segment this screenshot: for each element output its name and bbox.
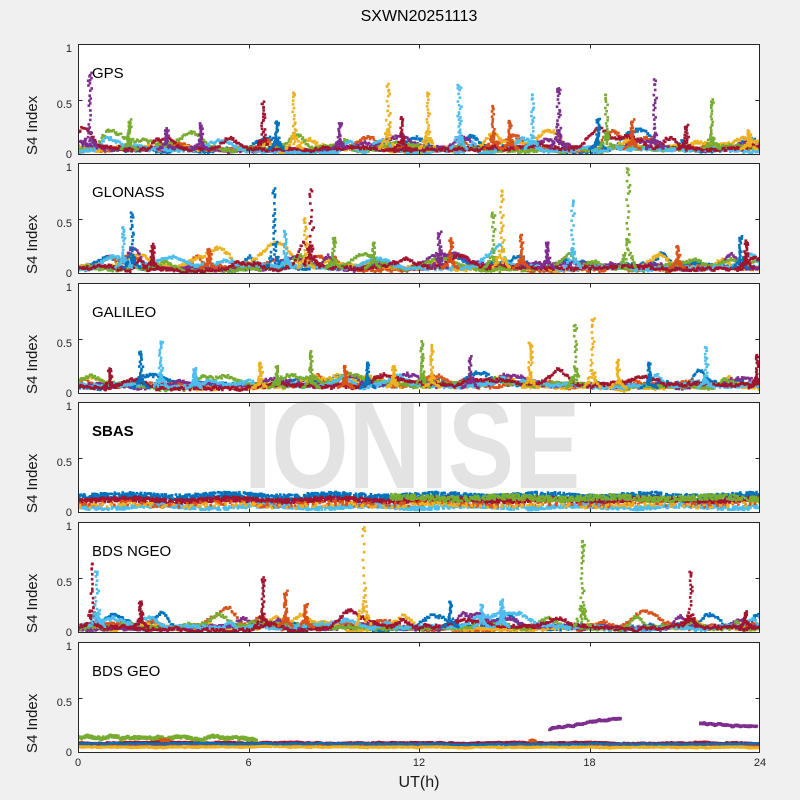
y-tick-label-sbas-1: 1	[65, 401, 72, 413]
panel-row-bds-geo: S4 Index 1 0.5 0 BDS GEO	[0, 641, 800, 759]
panel-row-gps: S4 Index 1 0.5 0 GPS	[0, 43, 800, 161]
figure-title: SXWN20251113	[360, 8, 478, 25]
panel-row-bds-ngeo: S4 Index 1 0.5 0 BDS NGEO	[0, 521, 800, 639]
x-tick-label-12: 12	[412, 757, 426, 769]
panel-sbas: SBAS	[78, 402, 760, 513]
y-tick-label-galileo-1: 1	[65, 282, 72, 294]
y-tick-label-gps-1: 1	[65, 43, 72, 55]
panel-label-sbas: SBAS	[92, 423, 134, 440]
y-tick-label-gps-0: 0	[65, 149, 72, 161]
y-tick-label-bds-geo-0: 0	[65, 747, 72, 759]
scatter-plot-bds-geo	[78, 642, 760, 753]
x-tick-label-0: 0	[74, 757, 82, 769]
panel-label-galileo: GALILEO	[92, 304, 157, 321]
x-tick-label-6: 6	[245, 757, 252, 769]
scatter-plot-sbas	[78, 402, 760, 513]
panel-glonass: GLONASS	[78, 163, 760, 274]
panel-row-galileo: S4 Index 1 0.5 0 GALILEO	[0, 282, 800, 400]
y-tick-label-bds-ngeo-0: 0	[65, 627, 72, 639]
y-tick-label-galileo-0.5: 0.5	[56, 337, 72, 350]
panel-gps: GPS	[78, 44, 760, 155]
y-tick-label-galileo-0: 0	[65, 388, 72, 400]
y-tick-label-sbas-0: 0	[65, 507, 72, 519]
scatter-plot-bds-ngeo	[78, 522, 760, 633]
panel-label-gps: GPS	[92, 65, 124, 82]
x-tick-label-18: 18	[583, 757, 596, 769]
panel-label-bds-geo: BDS GEO	[92, 663, 161, 680]
y-tick-label-bds-ngeo-0.5: 0.5	[56, 576, 72, 589]
panel-row-sbas: S4 Index 1 0.5 0 SBAS	[0, 401, 800, 519]
panel-bds-ngeo: BDS NGEO	[78, 522, 760, 633]
scatter-plot-galileo	[78, 283, 760, 394]
y-tick-label-bds-geo-1: 1	[65, 641, 72, 653]
panel-bds-geo: BDS GEO	[78, 642, 760, 753]
x-axis-label: UT(h)	[398, 774, 440, 791]
y-tick-label-sbas-0.5: 0.5	[56, 456, 72, 469]
panel-label-bds-ngeo: BDS NGEO	[92, 543, 172, 560]
scatter-plot-glonass	[78, 163, 760, 274]
y-tick-label-gps-0.5: 0.5	[56, 98, 72, 111]
panel-row-glonass: S4 Index 1 0.5 0 GLONASS	[0, 162, 800, 280]
panel-galileo: GALILEO	[78, 283, 760, 394]
y-tick-label-glonass-0: 0	[65, 268, 72, 280]
scatter-plot-gps	[78, 44, 760, 155]
y-tick-label-bds-geo-0.5: 0.5	[56, 696, 72, 709]
y-tick-label-glonass-0.5: 0.5	[56, 217, 72, 230]
x-tick-label-24: 24	[753, 757, 767, 769]
y-tick-label-bds-ngeo-1: 1	[65, 521, 72, 533]
panel-label-glonass: GLONASS	[92, 184, 165, 201]
y-tick-label-glonass-1: 1	[65, 162, 72, 174]
